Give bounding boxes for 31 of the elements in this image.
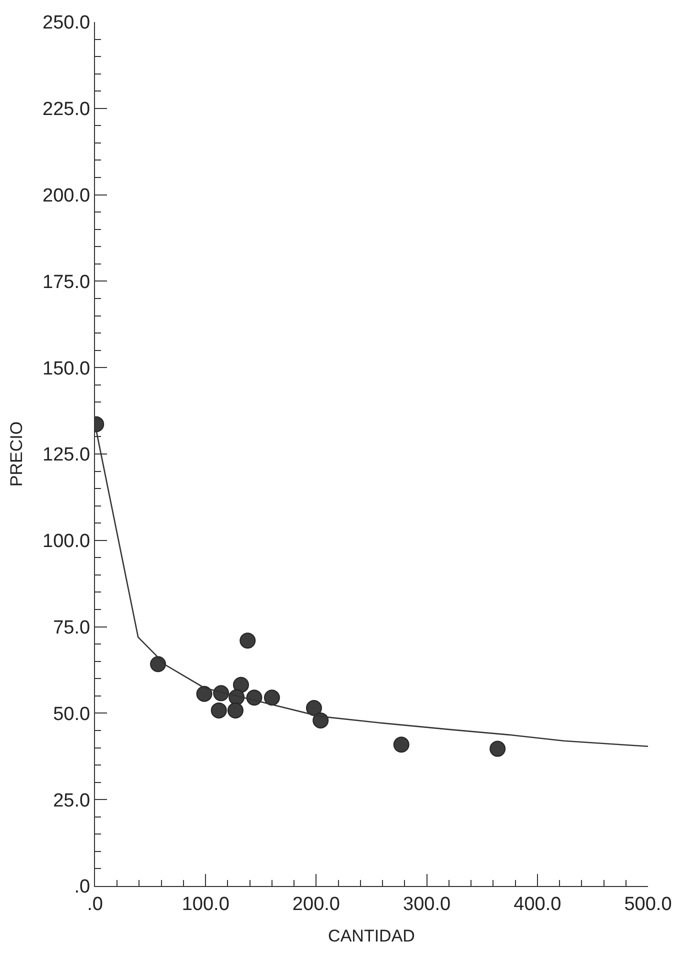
y-tick-label: 225.0 — [42, 99, 90, 120]
y-tick-label: 25.0 — [53, 790, 90, 812]
x-axis-title: CANTIDAD — [328, 926, 415, 946]
point — [490, 740, 506, 757]
point — [240, 632, 256, 649]
y-tick-label: 75.0 — [53, 617, 90, 638]
point — [210, 702, 227, 718]
point — [264, 690, 280, 706]
point — [196, 686, 212, 702]
point — [227, 702, 244, 718]
point — [306, 700, 322, 716]
y-tick-label: .0 — [74, 876, 90, 898]
point — [312, 712, 329, 728]
y-tick-label: 50.0 — [53, 704, 90, 725]
x-tick-label: 500.0 — [624, 894, 672, 915]
x-tick-label: 300.0 — [403, 894, 451, 915]
y-tick-label: 150.0 — [42, 358, 90, 380]
point — [232, 676, 249, 693]
y-tick-label: 250.0 — [42, 12, 90, 34]
x-tick-label: 100.0 — [182, 894, 230, 915]
point — [213, 685, 230, 702]
y-tick-label: 200.0 — [42, 185, 90, 206]
y-axis-title: PRECIO — [7, 421, 26, 487]
point — [393, 736, 410, 753]
y-tick-label: 100.0 — [42, 531, 90, 552]
x-tick-label: 200.0 — [292, 894, 340, 915]
y-tick-label: 125.0 — [42, 444, 90, 466]
point — [246, 690, 262, 706]
x-tick-label: 400.0 — [514, 894, 562, 915]
y-tick-label: 175.0 — [42, 272, 90, 293]
point — [150, 656, 166, 672]
